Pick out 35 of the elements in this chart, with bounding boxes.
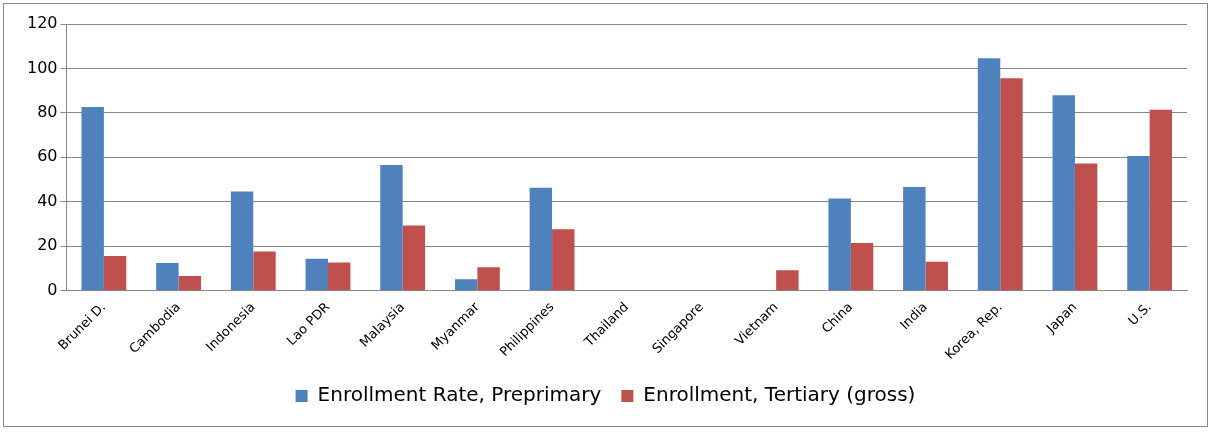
x-tick-label: U.S. [1125,299,1155,329]
bar [529,187,553,291]
bar [925,261,948,291]
bar [454,279,478,291]
bar [178,276,201,291]
legend-label: Enrollment Rate, Preprimary [317,382,602,407]
bar [1149,109,1173,291]
y-tick-label: 40 [37,190,58,210]
bar [402,225,426,291]
bar [828,198,851,291]
y-tick-label: 20 [37,235,58,255]
bar [81,106,104,291]
y-tick-label: 120 [26,13,58,33]
y-tick-label: 60 [37,146,58,166]
bar [380,164,403,291]
bar [305,258,328,291]
bar [977,58,1001,291]
bar [850,242,874,291]
y-tick-label: 100 [26,57,58,77]
bar [776,270,799,291]
bar [327,262,351,291]
bar [253,251,276,291]
bar [1000,78,1023,291]
y-tick-label: 0 [47,279,58,299]
bar [552,229,575,291]
bar [230,191,254,291]
bar [1074,163,1098,291]
bar [1052,95,1075,291]
y-tick-label: 80 [37,102,58,122]
legend-label: Enrollment, Tertiary (gross) [643,382,916,407]
bar [903,187,926,291]
bar [477,267,500,291]
bar [156,263,179,291]
bar [1127,156,1150,291]
bar [103,256,127,291]
